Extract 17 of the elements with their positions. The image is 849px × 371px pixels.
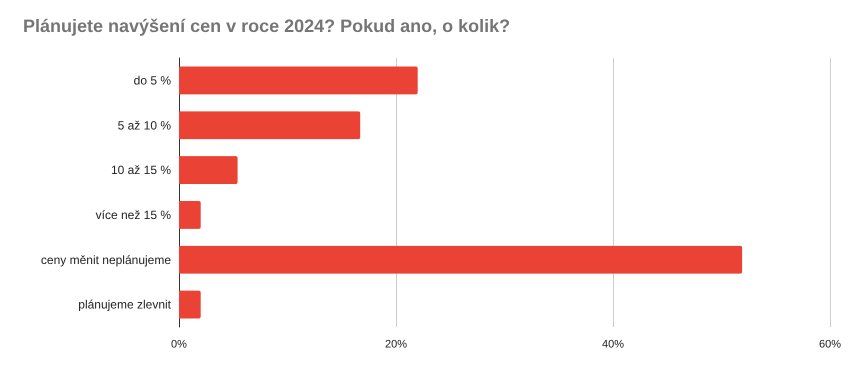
y-tick-label: 10 až 15 %	[110, 163, 172, 178]
x-tick-label: 60%	[818, 338, 842, 350]
y-tick-label: 5 až 10 %	[118, 118, 172, 132]
y-tick-label: ceny měnit neplánujeme	[40, 252, 172, 267]
y-tick-label: více než 15 %	[96, 208, 172, 222]
bar	[179, 66, 418, 94]
chart-title: Plánujete navýšení cen v roce 2024? Pokud ano, o kolik?	[23, 16, 510, 36]
bar	[179, 290, 201, 318]
x-tick-label: 20%	[384, 338, 408, 350]
bar	[179, 246, 742, 274]
x-tick-label: 40%	[602, 338, 624, 350]
bar	[179, 201, 201, 229]
y-tick-label: do 5 %	[134, 73, 172, 88]
bar	[179, 156, 238, 184]
y-tick-label: plánujeme zlevnit	[78, 298, 172, 312]
x-tick-label: 0%	[171, 338, 188, 350]
bar	[179, 111, 360, 140]
